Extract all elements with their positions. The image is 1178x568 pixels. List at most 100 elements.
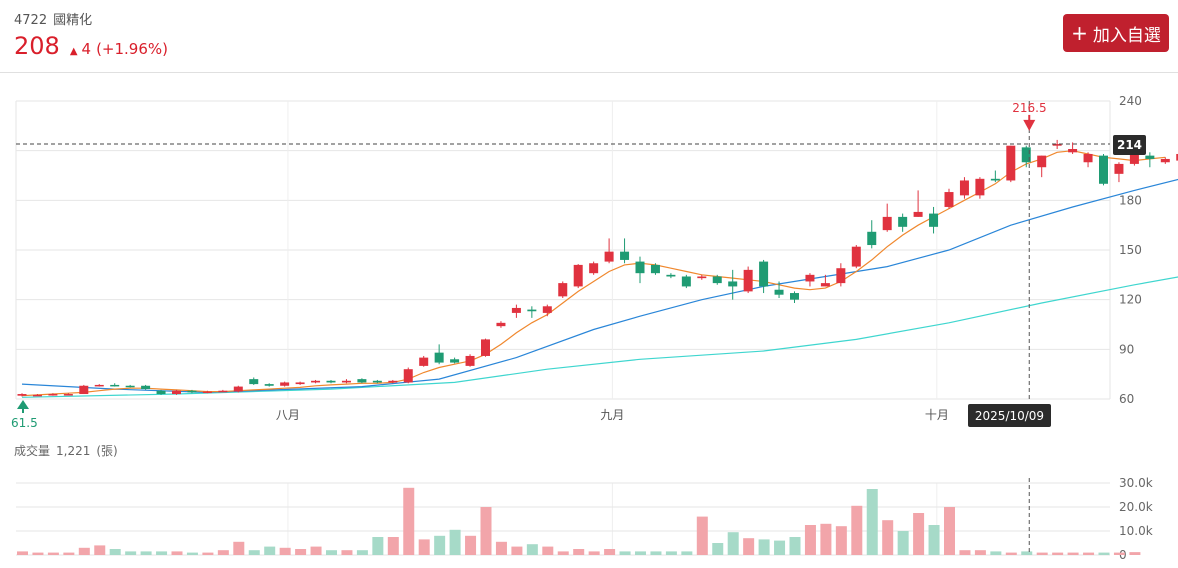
candle-body bbox=[172, 390, 181, 395]
volume-bar bbox=[1005, 552, 1017, 555]
candle-body bbox=[511, 307, 521, 313]
volume-bar bbox=[681, 551, 693, 555]
candle-body bbox=[141, 385, 151, 390]
volume-bar bbox=[851, 505, 863, 555]
crosshair-price-label: 214 bbox=[1113, 135, 1146, 155]
candle-body bbox=[635, 261, 645, 274]
ma-mid-line bbox=[21, 178, 1178, 394]
volume-bar bbox=[696, 516, 708, 555]
candle-body bbox=[573, 264, 583, 287]
volume-bar bbox=[326, 550, 337, 555]
candle-body bbox=[975, 178, 985, 196]
ma-long-line bbox=[21, 276, 1178, 398]
price-tick-label: 180 bbox=[1119, 193, 1142, 207]
volume-bar bbox=[403, 487, 415, 555]
volume-bar bbox=[63, 552, 75, 555]
volume-value: 1,221 bbox=[56, 444, 91, 458]
candle-body bbox=[79, 385, 89, 395]
volume-bar bbox=[511, 546, 523, 555]
candle-body bbox=[1114, 163, 1124, 174]
candle-body bbox=[1006, 145, 1016, 181]
price-row: 208 ▲ 4 (+1.96%) bbox=[14, 32, 168, 60]
candle-body bbox=[326, 380, 336, 383]
price-tick-label: 90 bbox=[1119, 342, 1134, 356]
candle-body bbox=[280, 382, 290, 386]
volume-bar bbox=[449, 529, 461, 555]
candle-body bbox=[450, 359, 460, 363]
candle-body bbox=[604, 251, 614, 262]
stock-title: 4722 國精化 bbox=[14, 9, 98, 28]
candle-body bbox=[620, 251, 630, 260]
volume-bar bbox=[465, 535, 477, 555]
candle-body bbox=[17, 394, 27, 396]
candle-body bbox=[125, 385, 135, 388]
volume-bar bbox=[588, 551, 600, 555]
volume-bar bbox=[650, 551, 662, 555]
candle-body bbox=[1052, 144, 1062, 146]
volume-bar bbox=[727, 532, 739, 555]
candle-body bbox=[913, 211, 923, 217]
volume-bar bbox=[990, 551, 1002, 555]
volume-bar bbox=[789, 537, 801, 555]
candle-body bbox=[589, 263, 599, 274]
candle-body bbox=[218, 390, 228, 393]
volume-bar bbox=[217, 550, 229, 555]
candle-body bbox=[465, 355, 475, 366]
candle-body bbox=[650, 264, 660, 274]
candle-body bbox=[341, 380, 351, 383]
candle-body bbox=[496, 322, 506, 327]
candle-body bbox=[264, 384, 274, 386]
volume-tick-label: 20.0k bbox=[1119, 500, 1153, 514]
candle-body bbox=[790, 293, 799, 300]
volume-bar bbox=[913, 513, 925, 555]
candle-body bbox=[666, 274, 676, 277]
price-tick-label: 60 bbox=[1119, 392, 1134, 406]
volume-bar bbox=[341, 550, 353, 555]
volume-bar bbox=[944, 507, 955, 555]
candle-body bbox=[295, 382, 305, 385]
volume-bar bbox=[495, 541, 507, 555]
volume-bar bbox=[897, 531, 909, 555]
volume-bar bbox=[1129, 552, 1141, 555]
volume-bar bbox=[186, 552, 198, 555]
candle-body bbox=[434, 352, 444, 363]
candle-body bbox=[959, 180, 969, 196]
last-price: 208 bbox=[14, 32, 60, 60]
candle-body bbox=[1129, 153, 1139, 164]
candle-body bbox=[481, 339, 490, 356]
candle-body bbox=[681, 276, 691, 287]
candle-body bbox=[820, 283, 830, 287]
volume-bar bbox=[557, 551, 569, 555]
volume-bar bbox=[1098, 552, 1110, 555]
high-marker-arrow-icon bbox=[1023, 119, 1036, 131]
stock-name: 國精化 bbox=[53, 13, 93, 28]
volume-bar bbox=[140, 551, 152, 555]
volume-bar bbox=[835, 526, 847, 555]
volume-bar bbox=[1021, 551, 1033, 555]
volume-bar bbox=[1113, 552, 1125, 555]
volume-bar bbox=[171, 551, 183, 555]
low-marker-label: 61.5 bbox=[11, 416, 38, 430]
volume-tick-label: 10.0k bbox=[1119, 524, 1153, 538]
candle-body bbox=[728, 281, 738, 287]
candle-body bbox=[357, 379, 367, 383]
volume-bar bbox=[295, 549, 307, 555]
candle-body bbox=[187, 390, 197, 393]
candle-body bbox=[712, 276, 722, 284]
candle-body bbox=[774, 289, 784, 295]
volume-bar bbox=[17, 551, 28, 555]
volume-tick-label: 30.0k bbox=[1119, 476, 1153, 490]
volume-bar bbox=[78, 547, 90, 555]
volume-bar bbox=[542, 546, 554, 555]
add-to-watchlist-button[interactable]: + 加入自選 bbox=[1063, 14, 1169, 52]
month-tick-label: 十月 bbox=[925, 408, 949, 422]
volume-bar bbox=[866, 489, 878, 555]
add-to-watchlist-label: 加入自選 bbox=[1092, 25, 1161, 46]
candle-body bbox=[944, 192, 954, 207]
volume-bar bbox=[712, 543, 724, 555]
volume-bar bbox=[974, 550, 986, 555]
candle-body bbox=[94, 384, 104, 387]
month-tick-label: 八月 bbox=[276, 408, 300, 422]
candle-body bbox=[1021, 147, 1031, 163]
